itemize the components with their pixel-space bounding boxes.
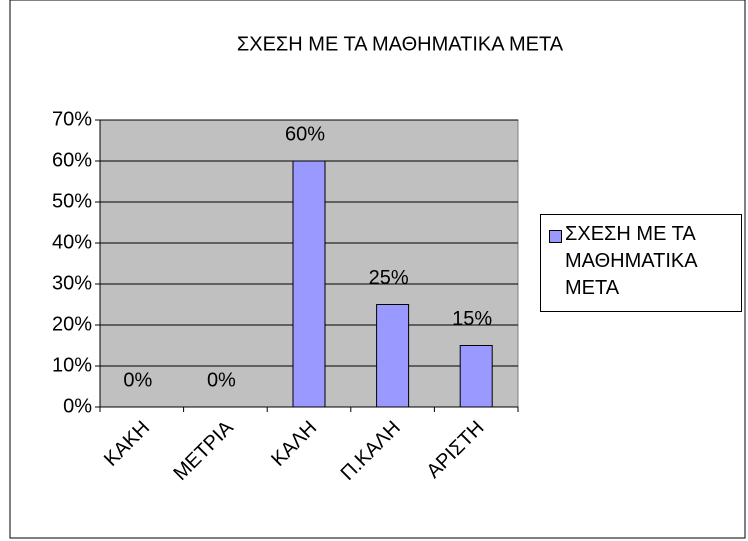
y-tick-label: 0% [63,395,92,417]
legend: ΣΧΕΣΗ ΜΕ ΤΑ ΜΑΘΗΜΑΤΙΚΑ ΜΕΤΑ [540,214,742,312]
data-label: 15% [452,308,492,330]
legend-label: ΣΧΕΣΗ ΜΕ ΤΑ ΜΑΘΗΜΑΤΙΚΑ ΜΕΤΑ [565,223,697,299]
data-label: 0% [123,369,152,391]
y-tick-label: 60% [52,149,92,171]
data-label: 25% [369,267,409,289]
bar [459,345,493,408]
y-tick-label: 50% [52,190,92,212]
y-tick-label: 70% [52,108,92,130]
y-tick-label: 20% [52,313,92,335]
y-tick-label: 30% [52,272,92,294]
chart-title: ΣΧΕΣΗ ΜΕ ΤΑ ΜΑΘΗΜΑΤΙΚΑ ΜΕΤΑ [237,33,564,55]
y-tick-label: 10% [52,354,92,376]
data-label: 60% [285,123,325,145]
data-label: 0% [207,369,236,391]
y-tick-label: 40% [52,231,92,253]
bar [376,304,410,408]
legend-swatch [549,230,562,243]
bar [292,160,326,408]
